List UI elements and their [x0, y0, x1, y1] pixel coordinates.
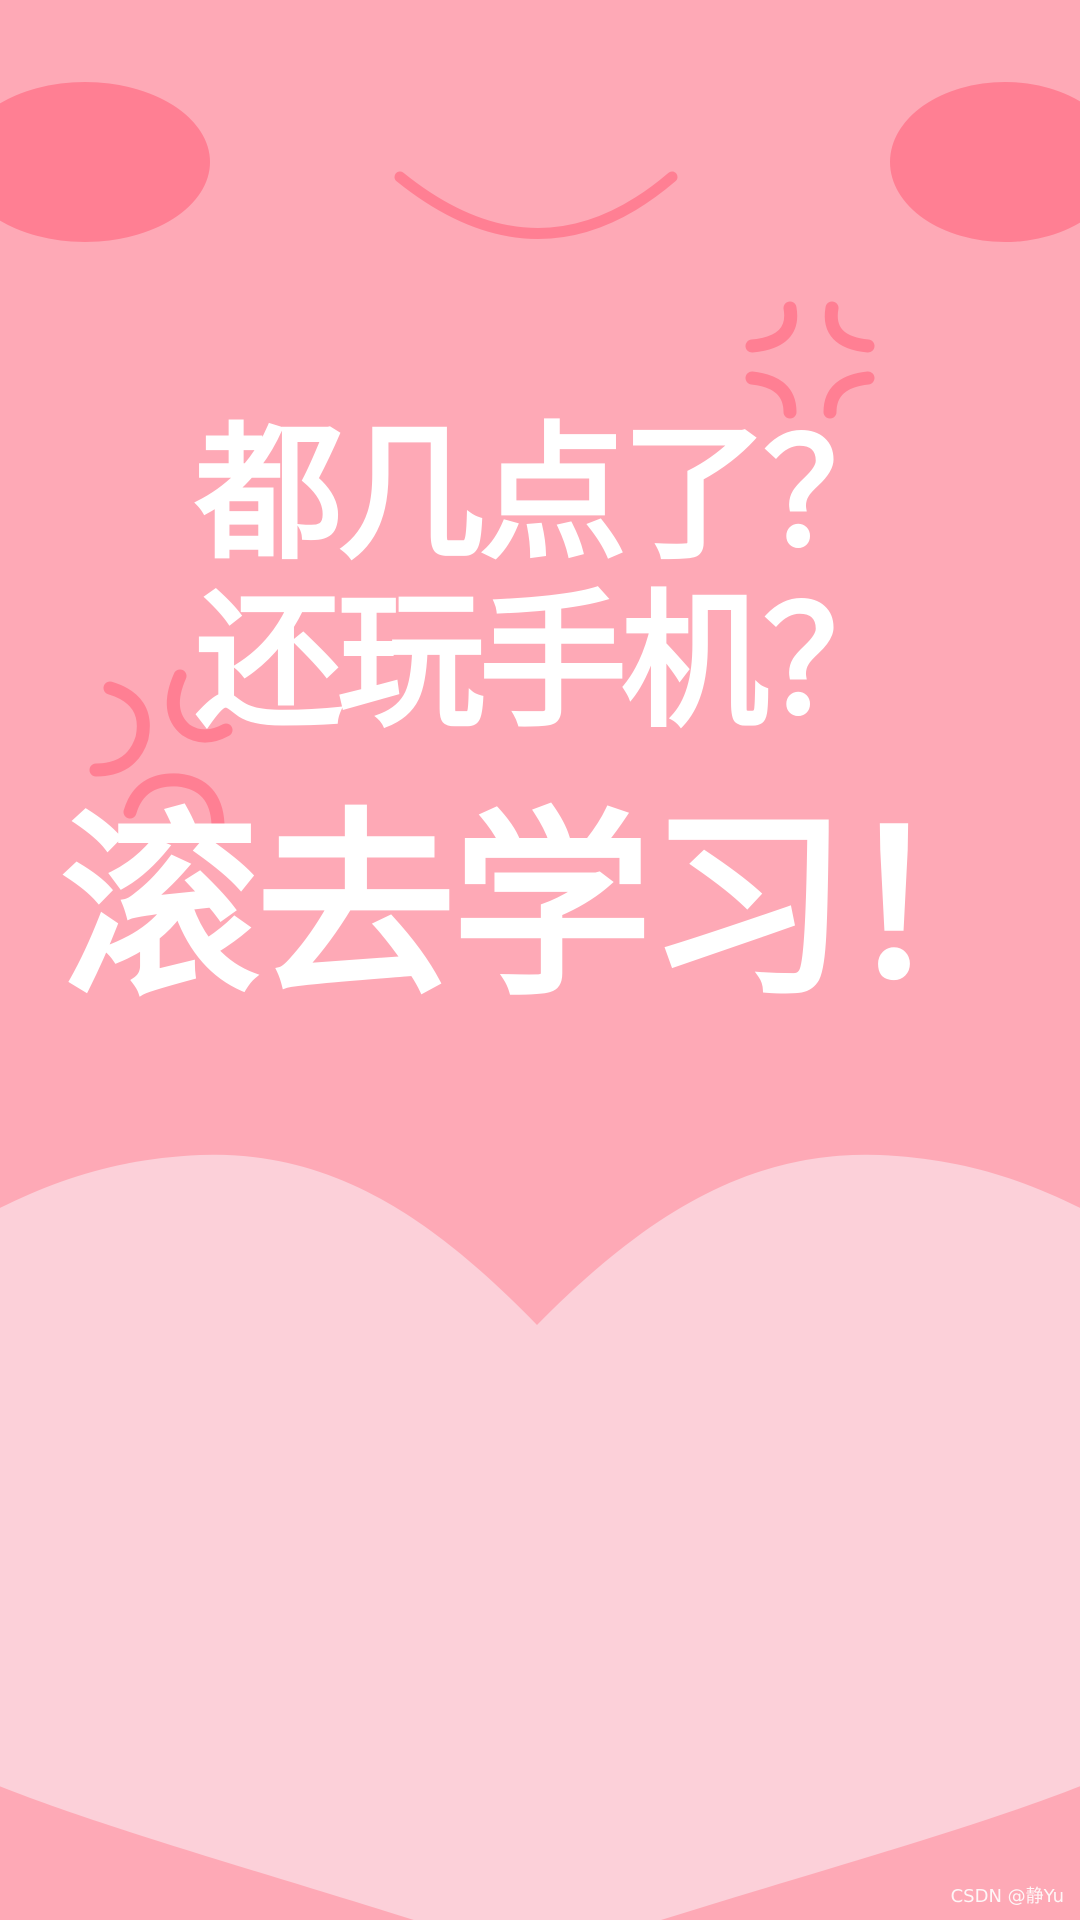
- headline-line-2: 还玩手机？: [195, 576, 911, 748]
- smile-curve: [394, 171, 678, 239]
- headline-line-3: 滚去学习！: [59, 791, 1044, 1024]
- watermark: CSDN @静Yu: [950, 1886, 1064, 1907]
- anger-vein-icon: [89, 669, 233, 831]
- right-cheek: [890, 82, 1080, 242]
- heart-shape: [0, 1154, 1080, 1920]
- left-cheek: [0, 82, 210, 242]
- anger-vein-icon: [745, 301, 875, 419]
- headline-line-1: 都几点了？: [195, 408, 911, 580]
